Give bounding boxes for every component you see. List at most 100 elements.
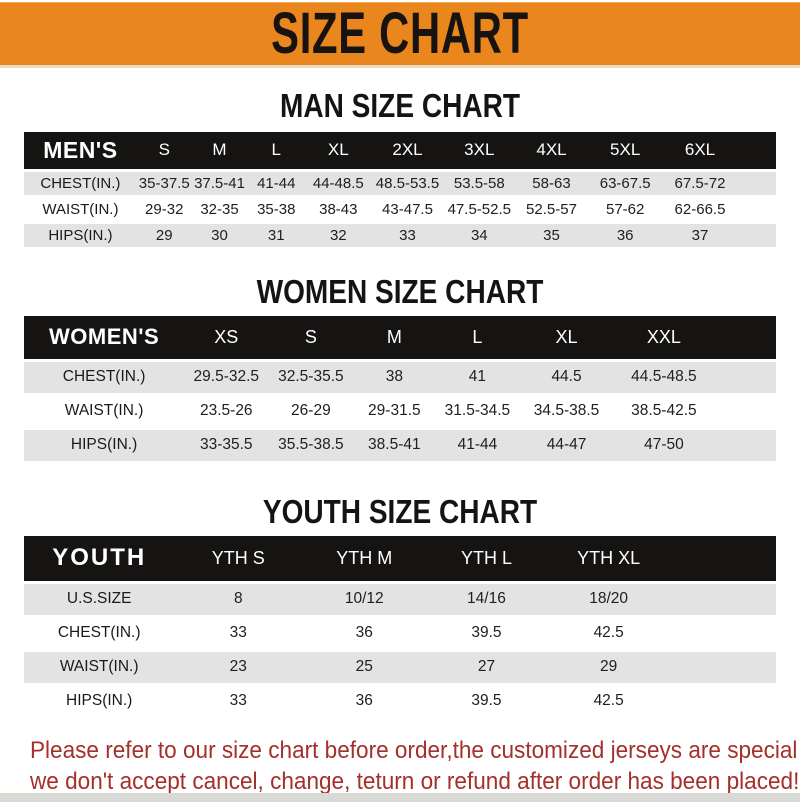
- men-column-header: 2XL: [371, 131, 444, 169]
- table-row: HIPS(IN.) 33-35.5 35.5-38.5 38.5-41 41-4…: [24, 429, 776, 461]
- cell: 31: [247, 223, 306, 247]
- cell: 42.5: [546, 617, 671, 649]
- cell: 35.5-38.5: [268, 429, 354, 461]
- women-size-table: WOMEN'S XS S M L XL XXL CHEST(IN.) 29.5-…: [24, 313, 776, 464]
- women-column-header: S: [268, 315, 354, 359]
- youth-group-label: YOUTH: [24, 535, 175, 581]
- bottom-strip: [0, 793, 800, 802]
- cell: 57-62: [587, 197, 663, 221]
- men-section: MAN SIZE CHART MEN'S S M L XL 2XL 3XL 4X…: [0, 87, 800, 250]
- cell: 33: [174, 685, 303, 717]
- cell: 44.5: [519, 361, 614, 393]
- cell: 44-47: [519, 429, 614, 461]
- spacer-cell: [737, 131, 776, 169]
- cell: 34: [443, 223, 516, 247]
- table-row: CHEST(IN.) 35-37.5 37.5-41 41-44 44-48.5…: [24, 171, 776, 195]
- cell: 44.5-48.5: [613, 361, 715, 393]
- cell: 33-35.5: [184, 429, 269, 461]
- row-label: WAIST(IN.): [24, 651, 175, 683]
- table-row: WAIST(IN.) 23 25 27 29: [24, 651, 776, 683]
- women-column-header: XXL: [613, 315, 715, 359]
- spacer-cell: [670, 651, 776, 683]
- cell: 8: [174, 583, 303, 615]
- cell: 36: [302, 617, 427, 649]
- cell: 41-44: [435, 429, 520, 461]
- men-column-header: S: [136, 131, 192, 169]
- spacer-cell: [714, 429, 776, 461]
- cell: 48.5-53.5: [371, 171, 444, 195]
- row-label: HIPS(IN.): [24, 685, 175, 717]
- cell: 25: [302, 651, 427, 683]
- men-column-header: 4XL: [515, 131, 588, 169]
- table-row: HIPS(IN.) 29 30 31 32 33 34 35 36 37: [24, 223, 776, 247]
- cell: 41-44: [247, 171, 306, 195]
- cell: 38-43: [305, 197, 372, 221]
- cell: 34.5-38.5: [519, 395, 614, 427]
- cell: 29-32: [136, 197, 192, 221]
- cell: 35-37.5: [136, 171, 192, 195]
- youth-column-header: YTH M: [302, 535, 427, 581]
- cell: 26-29: [268, 395, 354, 427]
- cell: 47.5-52.5: [443, 197, 516, 221]
- cell: 33: [371, 223, 444, 247]
- men-size-table: MEN'S S M L XL 2XL 3XL 4XL 5XL 6XL CHEST…: [24, 129, 776, 250]
- men-header-row: MEN'S S M L XL 2XL 3XL 4XL 5XL 6XL: [24, 131, 776, 169]
- spacer-cell: [670, 535, 776, 581]
- men-group-label: MEN'S: [24, 131, 137, 169]
- spacer-cell: [714, 361, 776, 393]
- disclaimer: Please refer to our size chart before or…: [30, 736, 800, 797]
- spacer-cell: [714, 395, 776, 427]
- row-label: CHEST(IN.): [24, 171, 137, 195]
- row-label: CHEST(IN.): [24, 617, 175, 649]
- cell: 36: [302, 685, 427, 717]
- row-label: WAIST(IN.): [24, 197, 137, 221]
- youth-section: YOUTH SIZE CHART YOUTH YTH S YTH M YTH L…: [0, 493, 800, 720]
- women-section-heading: WOMEN SIZE CHART: [256, 272, 544, 310]
- cell: 62-66.5: [662, 197, 738, 221]
- cell: 38: [353, 361, 436, 393]
- cell: 32: [305, 223, 372, 247]
- row-label: CHEST(IN.): [24, 361, 185, 393]
- cell: 35: [515, 223, 588, 247]
- men-column-header: 3XL: [443, 131, 516, 169]
- cell: 18/20: [546, 583, 671, 615]
- cell: 30: [191, 223, 248, 247]
- men-section-heading: MAN SIZE CHART: [280, 87, 520, 124]
- cell: 43-47.5: [371, 197, 444, 221]
- table-row: CHEST(IN.) 29.5-32.5 32.5-35.5 38 41 44.…: [24, 361, 776, 393]
- row-label: U.S.SIZE: [24, 583, 175, 615]
- cell: 38.5-42.5: [613, 395, 715, 427]
- cell: 38.5-41: [353, 429, 436, 461]
- youth-size-table: YOUTH YTH S YTH M YTH L YTH XL U.S.SIZE …: [24, 533, 776, 720]
- size-chart-banner: SIZE CHART: [0, 2, 800, 68]
- disclaimer-line-2: we don't accept cancel, change, teturn o…: [30, 767, 800, 795]
- cell: 31.5-34.5: [435, 395, 520, 427]
- table-row: HIPS(IN.) 33 36 39.5 42.5: [24, 685, 776, 717]
- women-group-label: WOMEN'S: [24, 315, 185, 359]
- youth-column-header: YTH L: [426, 535, 547, 581]
- women-column-header: M: [353, 315, 436, 359]
- men-column-header: XL: [305, 131, 372, 169]
- cell: 10/12: [302, 583, 427, 615]
- cell: 53.5-58: [443, 171, 516, 195]
- men-column-header: 5XL: [587, 131, 663, 169]
- spacer-cell: [737, 223, 776, 247]
- spacer-cell: [737, 197, 776, 221]
- cell: 32-35: [191, 197, 248, 221]
- cell: 44-48.5: [305, 171, 372, 195]
- table-row: CHEST(IN.) 33 36 39.5 42.5: [24, 617, 776, 649]
- men-column-header: L: [247, 131, 306, 169]
- cell: 63-67.5: [587, 171, 663, 195]
- cell: 23: [174, 651, 303, 683]
- cell: 29-31.5: [353, 395, 436, 427]
- women-section: WOMEN SIZE CHART WOMEN'S XS S M L XL XXL: [0, 272, 800, 464]
- cell: 27: [426, 651, 547, 683]
- table-row: WAIST(IN.) 23.5-26 26-29 29-31.5 31.5-34…: [24, 395, 776, 427]
- cell: 29: [136, 223, 192, 247]
- cell: 37.5-41: [191, 171, 248, 195]
- women-column-header: L: [435, 315, 520, 359]
- cell: 41: [435, 361, 520, 393]
- row-label: WAIST(IN.): [24, 395, 185, 427]
- spacer-cell: [670, 685, 776, 717]
